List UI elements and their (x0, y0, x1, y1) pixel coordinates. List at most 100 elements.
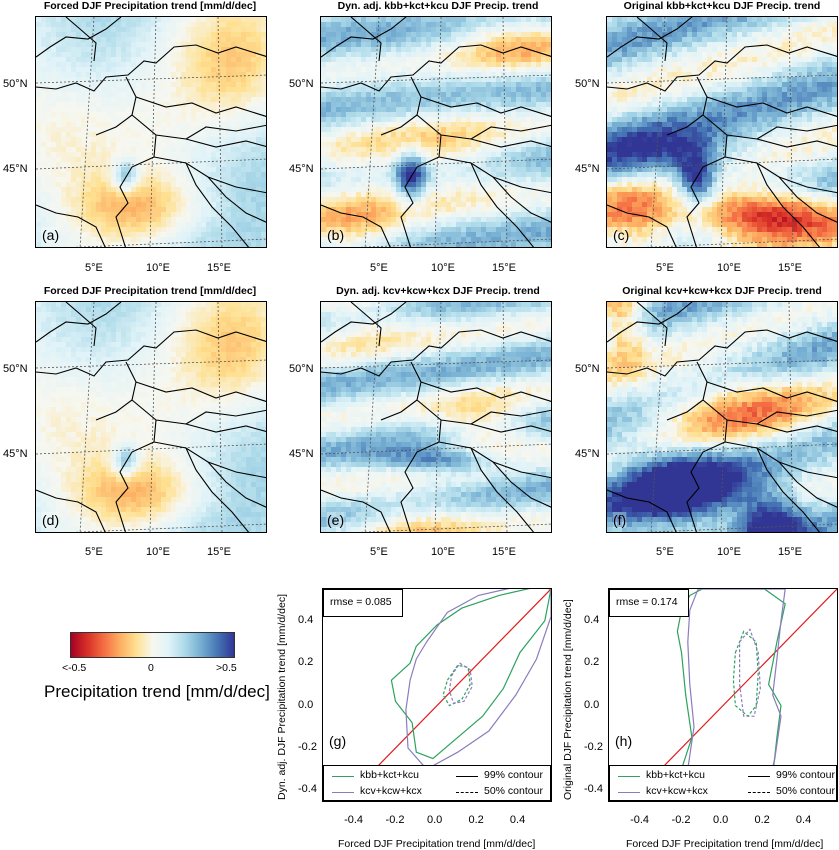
graticule-line (36, 158, 266, 170)
map-cell (96, 172, 102, 178)
map-cell (196, 152, 202, 158)
map-cell (441, 127, 447, 133)
map-cell (171, 132, 177, 138)
map-cell (496, 227, 502, 233)
map-cell (406, 157, 412, 163)
map-cell (792, 22, 798, 28)
map-cell (241, 32, 247, 38)
map-cell (511, 217, 517, 223)
map-cell (411, 62, 417, 68)
map-cell (366, 222, 372, 228)
map-cell (186, 227, 192, 233)
map-cell (246, 167, 252, 173)
map-cell (461, 67, 467, 73)
map-cell (231, 212, 237, 218)
map-cell (326, 82, 332, 88)
map-cell (96, 52, 102, 58)
map-cell (161, 57, 167, 63)
map-cell (251, 167, 257, 173)
map-cell (201, 222, 207, 228)
map-cell (622, 47, 628, 53)
map-cell (376, 187, 382, 193)
map-cell (491, 192, 497, 198)
map-cell (386, 162, 392, 168)
map-cell (351, 22, 357, 28)
map-cell (66, 162, 72, 168)
map-cell (101, 222, 107, 228)
map-cell (481, 77, 487, 83)
map-cell (86, 192, 92, 198)
map-cell (171, 212, 177, 218)
map-cell (321, 217, 327, 223)
map-cell (111, 132, 117, 138)
map-cell (71, 192, 77, 198)
map-cell (141, 232, 147, 238)
map-cell (36, 162, 42, 168)
map-cell (627, 77, 633, 83)
map-cell (712, 37, 718, 43)
map-cell (546, 107, 551, 113)
map-cell (126, 167, 132, 173)
map-cell (346, 142, 352, 148)
map-cell (201, 97, 207, 103)
map-cell (156, 182, 162, 188)
map-cell (752, 17, 758, 23)
map-cell (742, 22, 748, 28)
map-cell (61, 142, 67, 148)
map-cell (151, 182, 157, 188)
map-cell (441, 62, 447, 68)
map-cell (196, 52, 202, 58)
map-cell (667, 92, 673, 98)
map-cell (481, 242, 487, 247)
map-cell (406, 112, 412, 118)
map-cell (436, 32, 442, 38)
map-cell (361, 222, 367, 228)
map-cell (86, 77, 92, 83)
map-cell (526, 32, 532, 38)
map-cell (521, 177, 527, 183)
map-cell (431, 132, 437, 138)
map-cell (692, 77, 698, 83)
map-cell (511, 177, 517, 183)
map-cell (762, 17, 768, 23)
map-cell (647, 57, 653, 63)
map-cell (351, 142, 357, 148)
map-cell (226, 112, 232, 118)
map-cell (526, 192, 532, 198)
map-cell (812, 72, 818, 78)
map-cell (607, 92, 613, 98)
graticule-line (364, 17, 380, 247)
map-cell (96, 47, 102, 53)
map-cell (657, 27, 663, 33)
map-cell (51, 142, 57, 148)
map-cell (261, 217, 266, 223)
map-cell (336, 132, 342, 138)
map-cell (116, 137, 122, 143)
map-cell (381, 147, 387, 153)
map-cell (376, 232, 382, 238)
map-cell (506, 62, 512, 68)
map-cell (406, 197, 412, 203)
map-cell (66, 67, 72, 73)
map-cell (96, 167, 102, 173)
map-cell (511, 37, 517, 43)
map-cell (251, 82, 257, 88)
map-cell (416, 97, 422, 103)
map-cell (526, 217, 532, 223)
map-cell (662, 67, 668, 73)
map-cell (56, 147, 62, 153)
map-cell (426, 137, 432, 143)
map-cell (546, 192, 551, 198)
map-cell (396, 207, 402, 213)
map-cell (46, 77, 52, 83)
map-cell (396, 67, 402, 73)
map-cell (236, 42, 242, 48)
map-cell (506, 82, 512, 88)
map-cell (506, 137, 512, 143)
map-cell (166, 92, 172, 98)
map-cell (86, 147, 92, 153)
map-cell (531, 127, 537, 133)
map-cell (261, 197, 266, 203)
map-cell (176, 192, 182, 198)
map-cell (66, 232, 72, 238)
